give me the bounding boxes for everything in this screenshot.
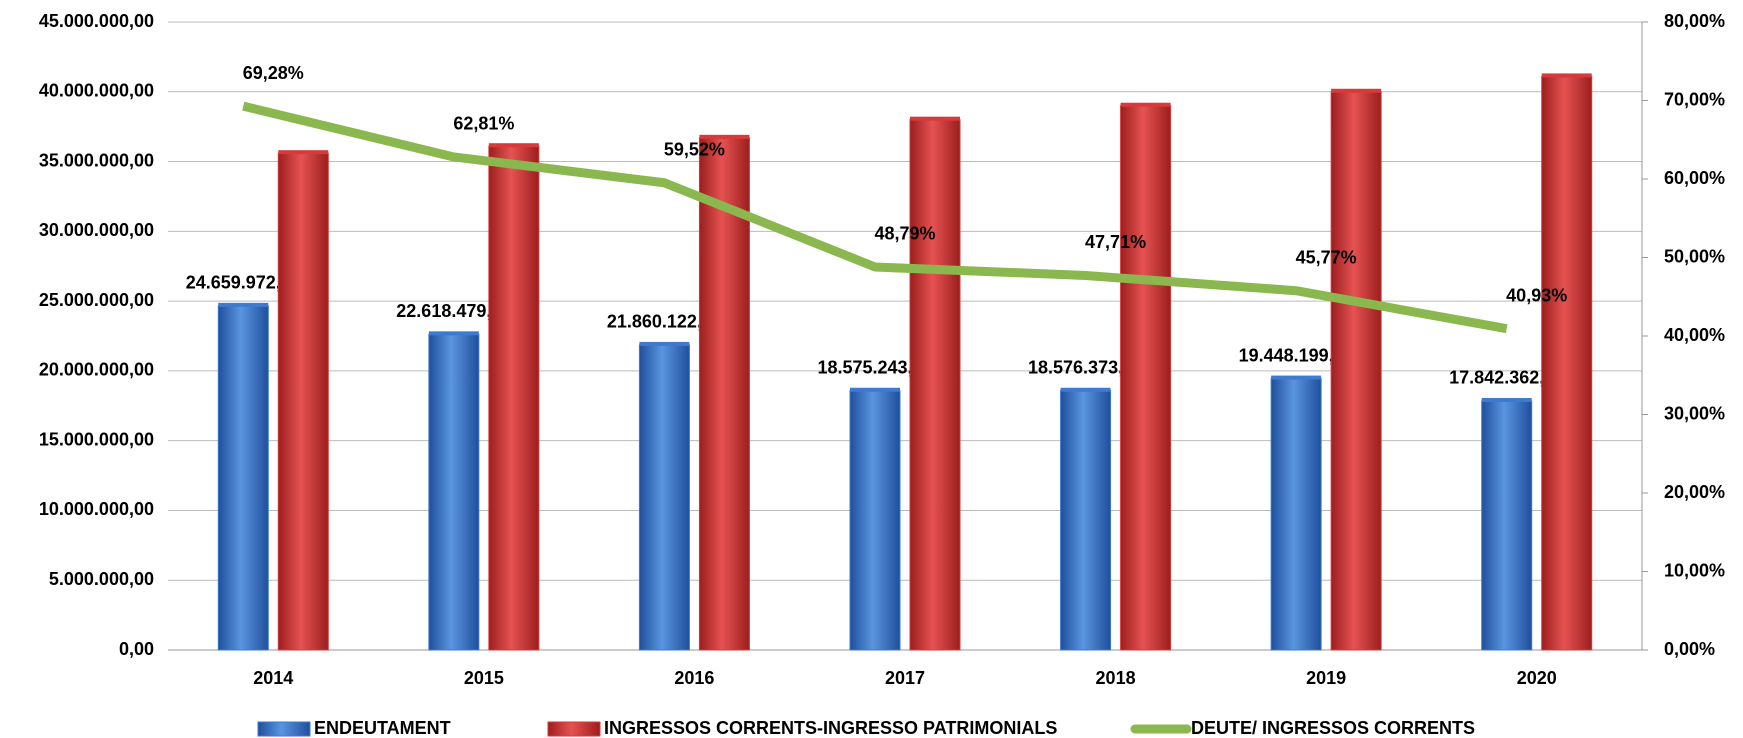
bar-value-label: 18.575.243,93 [817,358,932,378]
line-value-label: 59,52% [664,140,725,160]
bar [909,119,961,651]
line-value-label: 62,81% [453,114,514,134]
y2-tick-label: 80,00% [1664,11,1725,31]
y2-tick-label: 70,00% [1664,89,1725,109]
bar-value-label: 18.576.373,94 [1028,358,1143,378]
y-tick-label: 10.000.000,00 [39,499,154,519]
y-tick-label: 20.000.000,00 [39,360,154,380]
bar [428,333,480,651]
bar-value-label: 17.842.362,94 [1449,368,1564,388]
legend-label: DEUTE/ INGRESSOS CORRENTS [1191,718,1475,738]
bar [1120,105,1172,651]
y-tick-label: 0,00 [119,639,154,659]
bar [488,145,540,651]
y2-tick-label: 60,00% [1664,168,1725,188]
x-tick-label: 2019 [1306,668,1346,688]
bar-top [850,387,900,392]
bar-top [218,302,269,307]
x-tick-label: 2018 [1096,668,1136,688]
bar-top [639,341,690,346]
y2-tick-label: 10,00% [1664,560,1725,580]
y2-tick-label: 50,00% [1664,246,1725,266]
bar-top [1120,102,1171,107]
line-value-label: 47,71% [1085,232,1146,252]
y2-tick-label: 0,00% [1664,639,1715,659]
y-tick-label: 35.000.000,00 [39,150,154,170]
bar-top [488,143,539,148]
bar-top [1271,375,1322,380]
bar [1541,75,1593,651]
y-tick-label: 15.000.000,00 [39,429,154,449]
bar-top [1541,73,1592,78]
bar [1481,400,1533,651]
line-value-label: 48,79% [874,224,935,244]
bar-top [910,116,960,121]
bar-top [1331,88,1382,93]
bar-value-label: 24.659.972,21 [186,273,301,293]
y-tick-label: 25.000.000,00 [39,290,154,310]
bar [1060,390,1112,651]
line [242,101,1508,334]
line-value-label: 69,28% [243,63,304,83]
y2-tick-label: 30,00% [1664,403,1725,423]
x-tick-label: 2016 [674,668,714,688]
line-value-label: 45,77% [1296,247,1357,267]
y-tick-label: 45.000.000,00 [39,11,154,31]
bar-value-label: 21.860.122,82 [607,312,722,332]
line-value-label: 40,93% [1506,285,1567,305]
bar-top [699,134,750,139]
bar-top [428,331,479,336]
legend-swatch [257,721,311,737]
x-tick-label: 2015 [464,668,504,688]
bar [1330,91,1382,651]
y-tick-label: 40.000.000,00 [39,81,154,101]
legend-label: INGRESSOS CORRENTS-INGRESSO PATRIMONIALS [604,718,1057,738]
y-tick-label: 30.000.000,00 [39,220,154,240]
y2-tick-label: 40,00% [1664,325,1725,345]
bar-top [1060,387,1111,392]
y2-tick-label: 20,00% [1664,482,1725,502]
bar [849,390,901,651]
bar [277,152,329,651]
legend-swatch [547,721,601,737]
bar [1270,378,1322,651]
bar [217,305,269,651]
bar-value-label: 22.618.479,67 [396,301,511,321]
bar-top [1481,397,1532,402]
y-tick-label: 5.000.000,00 [49,569,154,589]
x-tick-label: 2020 [1517,668,1557,688]
bar-top [278,150,329,155]
x-tick-label: 2017 [885,668,925,688]
bar-value-label: 19.448.199,30 [1239,345,1354,365]
x-tick-label: 2014 [253,668,293,688]
bar [638,344,690,651]
legend-label: ENDEUTAMENT [314,718,451,738]
